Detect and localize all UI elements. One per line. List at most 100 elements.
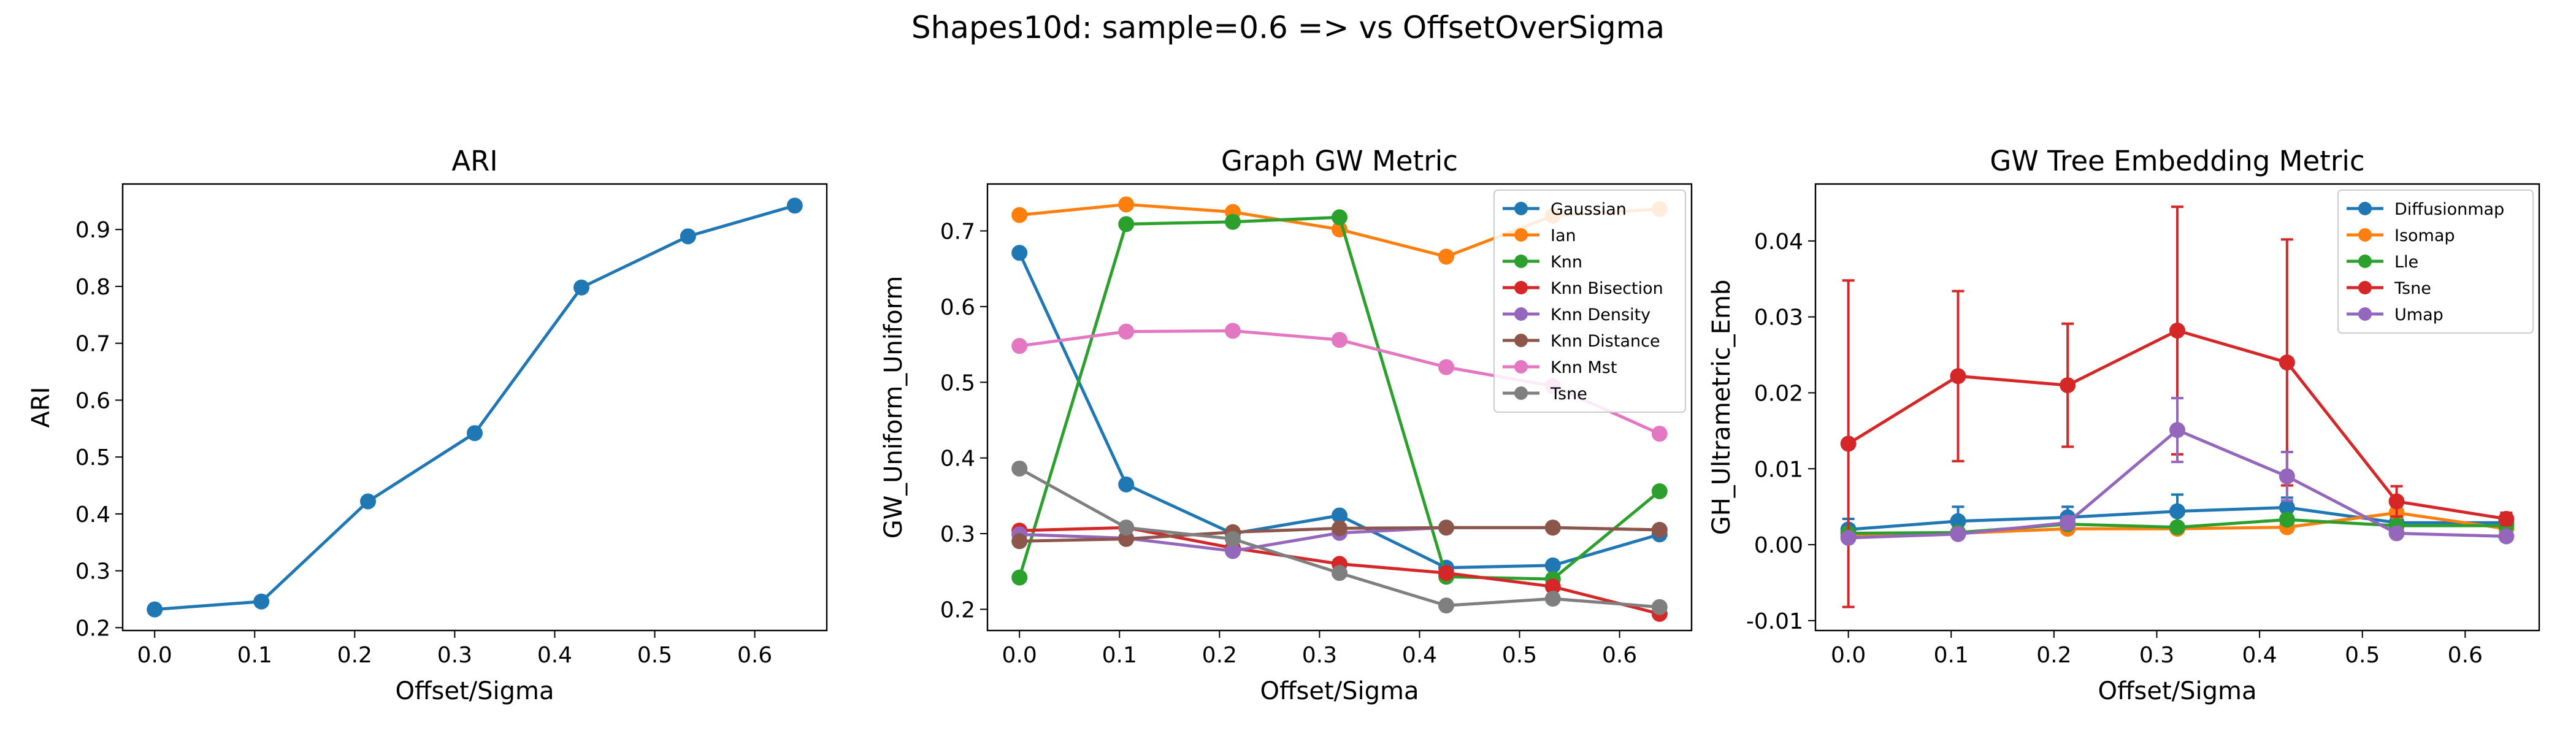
y-tick-label: 0.01	[1754, 457, 1803, 482]
data-point	[2169, 322, 2185, 339]
data-point	[1118, 531, 1135, 547]
legend-label: Gaussian	[1551, 200, 1627, 219]
y-tick-label: 0.4	[75, 502, 110, 527]
legend-swatch-marker	[1514, 228, 1528, 242]
ari-panel: ARI 0.0 0.1 0.2 0.3 0.4 0.5 0.6 0.2 0.3 0.4 0.5 0.6 0…	[27, 145, 828, 705]
data-point	[360, 493, 377, 510]
x-axis-label: Offset/Sigma	[1260, 677, 1419, 705]
data-point	[1332, 209, 1347, 226]
subplot-title: Graph GW Metric	[1221, 145, 1458, 177]
x-tick-label: 0.6	[2448, 643, 2483, 668]
data-point	[2279, 499, 2295, 516]
y-tick-label: 0.3	[940, 522, 975, 547]
legend-swatch-marker	[1514, 255, 1528, 268]
legend-label: Knn Density	[1551, 305, 1650, 324]
data-point	[1438, 565, 1454, 581]
data-point	[1225, 531, 1241, 547]
legend-label: Tsne	[1550, 385, 1587, 404]
x-tick-label: 0.2	[1202, 643, 1237, 668]
graph-gw-metric-panel: Graph GW Metric 0.0 0.1 0.2 0.3 0.4 0.5 0.6 0.2 0…	[880, 145, 1693, 705]
y-tick-label: 0.5	[940, 370, 975, 396]
legend-label: Isomap	[2394, 226, 2455, 245]
data-point	[2388, 493, 2405, 510]
data-point	[1950, 368, 1966, 385]
data-point	[2498, 528, 2515, 545]
data-point	[1651, 483, 1668, 499]
series-line	[154, 204, 795, 611]
plot-area	[147, 197, 803, 618]
legend-swatch-marker	[2358, 307, 2372, 321]
data-point	[1011, 533, 1028, 550]
x-tick-label: 0.1	[237, 643, 272, 668]
data-point	[1011, 207, 1028, 223]
data-point	[2279, 512, 2295, 528]
x-tick-label: 0.6	[737, 643, 772, 668]
y-tick-label: 0.8	[75, 275, 110, 300]
y-tick-label: 0.5	[75, 445, 110, 470]
x-tick-label: 0.2	[337, 643, 372, 668]
legend-swatch-marker	[1514, 307, 1528, 321]
data-point	[253, 593, 270, 610]
series-umap	[1840, 397, 2515, 546]
data-point	[1332, 520, 1347, 537]
data-point	[1011, 338, 1028, 355]
legend-swatch-marker	[1514, 202, 1528, 215]
y-axis-label: ARI	[27, 387, 55, 428]
legend: Diffusionmap Isomap Lle Tsne Umap	[2337, 190, 2534, 334]
x-tick-label: 0.0	[1831, 643, 1866, 668]
x-tick-label: 0.5	[637, 643, 672, 668]
legend-label: Diffusionmap	[2394, 200, 2504, 219]
plot-frame	[986, 183, 1693, 632]
y-tick-label: 0.02	[1754, 381, 1803, 406]
series-ari	[147, 197, 803, 618]
x-tick-label: 0.3	[1302, 643, 1337, 668]
data-point	[2169, 503, 2185, 519]
x-axis-label: Offset/Sigma	[2098, 677, 2256, 705]
data-point	[1651, 521, 1668, 538]
data-point	[1011, 245, 1028, 261]
x-tick-label: 0.3	[2139, 643, 2174, 668]
y-axis-label: GW_Uniform_Uniform	[880, 276, 908, 539]
y-tick-label: 0.00	[1754, 533, 1803, 558]
y-tick-label: 0.03	[1754, 305, 1803, 331]
legend-swatch-marker	[2358, 228, 2372, 242]
data-point	[1225, 213, 1241, 230]
legend-label: Lle	[2394, 253, 2418, 272]
legend-swatch-marker	[1514, 334, 1528, 347]
y-tick-label: 0.6	[75, 388, 110, 413]
plot-frame	[1814, 183, 2540, 632]
x-tick-label: 0.0	[1002, 643, 1037, 668]
data-point	[2060, 515, 2076, 531]
y-axis-label: GH_Ultrametric_Emb	[1708, 280, 1736, 535]
data-point	[2169, 422, 2185, 439]
data-point	[1438, 359, 1454, 375]
x-tick-label: 0.0	[137, 643, 172, 668]
x-axis-label: Offset/Sigma	[395, 677, 554, 705]
legend-label: Knn	[1551, 253, 1582, 272]
data-point	[1544, 591, 1561, 607]
legend-label: Tsne	[2394, 279, 2431, 298]
x-tick-label: 0.4	[1402, 643, 1437, 668]
legend-label: Knn Bisection	[1551, 279, 1663, 298]
legend-swatch-marker	[2358, 202, 2372, 215]
plot-frame	[121, 183, 828, 632]
x-tick-label: 0.5	[2345, 643, 2380, 668]
data-point	[1225, 323, 1241, 339]
legend: Gaussian Ian Knn Knn Bisection Knn Density Kn…	[1493, 190, 1686, 413]
x-tick-label: 0.2	[2036, 643, 2071, 668]
x-tick-label: 0.4	[2242, 643, 2277, 668]
data-point	[1651, 599, 1668, 615]
subplot-title: ARI	[451, 145, 497, 177]
data-point	[2388, 525, 2405, 542]
legend-box	[1493, 190, 1686, 413]
x-tick-label: 0.4	[537, 643, 572, 668]
series-tsne	[1840, 205, 2515, 608]
data-point	[2060, 377, 2076, 394]
legend-label: Knn Mst	[1551, 358, 1617, 377]
subplot-title: GW Tree Embedding Metric	[1990, 145, 2364, 177]
data-point	[786, 197, 803, 214]
x-tick-label: 0.5	[1502, 643, 1537, 668]
data-point	[2498, 511, 2515, 527]
data-point	[1332, 332, 1347, 348]
